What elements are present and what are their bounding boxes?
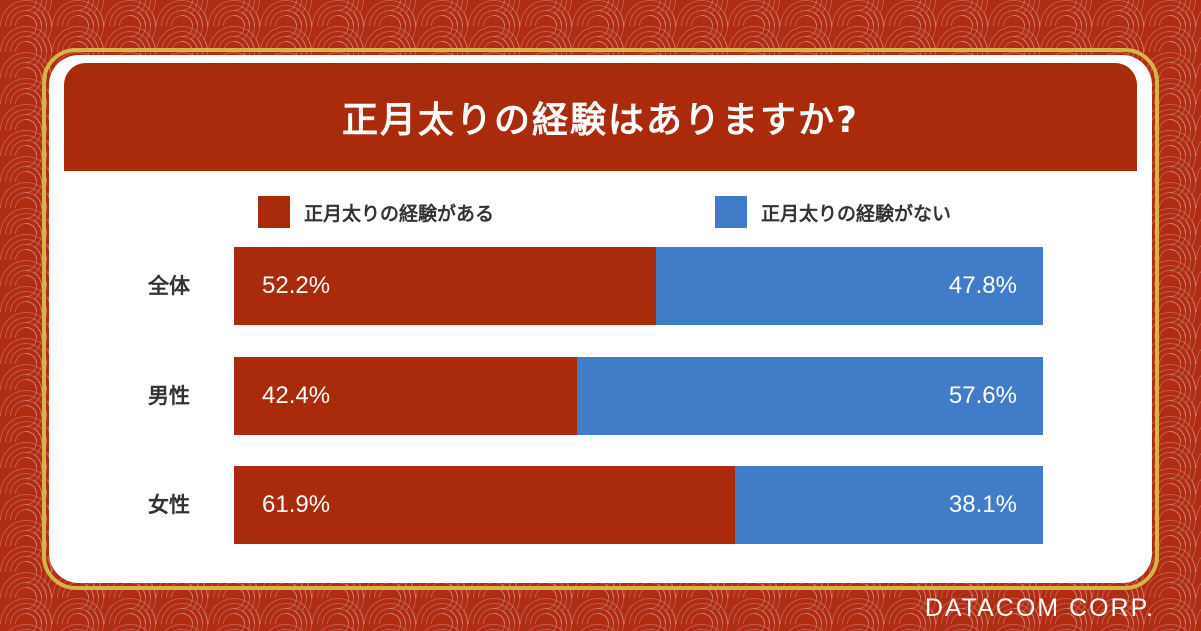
- row-label-1: 男性: [148, 384, 190, 408]
- card-border: [42, 48, 1159, 590]
- legend-label-no: 正月太りの経験がない: [761, 202, 952, 225]
- data-label-no-2: 38.1%: [948, 491, 1017, 518]
- row-label-0: 全体: [148, 274, 190, 298]
- bar-segment-no-0: 47.8%: [656, 247, 1043, 325]
- legend-swatch-no: [715, 196, 747, 228]
- chart-card: 正月太りの経験はありますか? 正月太りの経験がある 正月太りの経験がない 全体 5…: [49, 55, 1152, 583]
- bar-segment-yes-2: 61.9%: [234, 466, 735, 544]
- data-label-no-1: 57.6%: [948, 382, 1017, 409]
- bar-segment-yes-0: 52.2%: [234, 247, 657, 325]
- title-band: 正月太りの経験はありますか?: [64, 63, 1137, 171]
- legend-swatch-yes: [258, 196, 290, 228]
- data-label-no-0: 47.8%: [948, 272, 1017, 299]
- legend-label-yes: 正月太りの経験がある: [304, 202, 495, 225]
- bar-row-2: 61.9% 38.1%: [234, 466, 1043, 544]
- bar-segment-no-1: 57.6%: [577, 357, 1043, 435]
- legend-item-yes: 正月太りの経験がある: [258, 196, 494, 228]
- data-label-yes-1: 42.4%: [262, 382, 331, 409]
- bar-segment-yes-1: 42.4%: [234, 357, 578, 435]
- bar-row-1: 42.4% 57.6%: [234, 357, 1043, 435]
- chart-title: 正月太りの経験はありますか?: [342, 100, 859, 141]
- data-label-yes-2: 61.9%: [262, 491, 331, 518]
- bar-segment-no-2: 38.1%: [734, 466, 1043, 544]
- brand-logo-text: DATACOM CORP.: [924, 594, 1155, 622]
- data-label-yes-0: 52.2%: [262, 272, 331, 299]
- row-label-2: 女性: [148, 493, 190, 517]
- bar-row-0: 52.2% 47.8%: [234, 247, 1043, 325]
- legend-item-no: 正月太りの経験がない: [715, 196, 951, 228]
